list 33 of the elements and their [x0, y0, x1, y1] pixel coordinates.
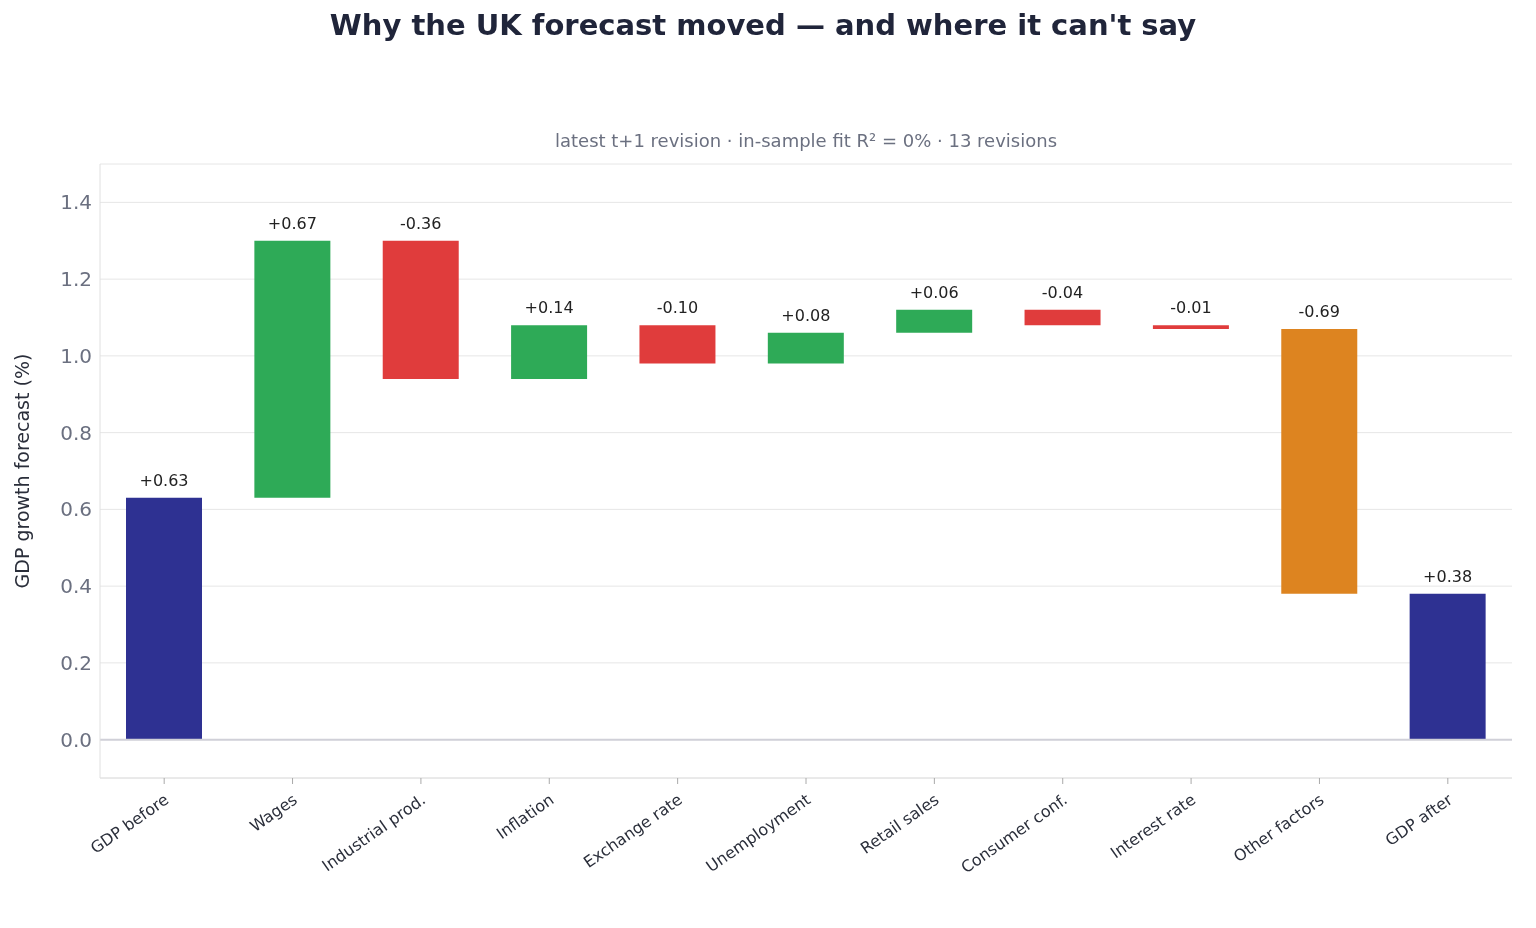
data-label: -0.36 — [400, 213, 442, 233]
y-tick-label: 0.0 — [60, 727, 92, 752]
bar — [1281, 329, 1358, 594]
y-tick-label: 1.0 — [60, 343, 92, 368]
y-tick-label: 0.6 — [60, 497, 92, 522]
data-label: -0.04 — [1041, 282, 1084, 302]
data-label: +0.67 — [267, 213, 317, 233]
data-label: -0.69 — [1298, 302, 1340, 322]
data-label: +0.63 — [139, 470, 189, 490]
bar — [767, 332, 844, 364]
bar — [1024, 309, 1101, 326]
bar — [1152, 325, 1229, 330]
y-tick-label: 0.4 — [60, 574, 92, 599]
bar — [896, 309, 973, 333]
bar — [126, 497, 202, 740]
data-label: +0.08 — [781, 305, 831, 325]
data-label: -0.10 — [656, 298, 699, 318]
y-axis-title: GDP growth forecast (%) — [10, 353, 33, 589]
data-label: -0.01 — [1170, 298, 1212, 318]
y-tick-label: 1.2 — [60, 267, 92, 292]
bar — [1409, 593, 1486, 740]
chart-subtitle: latest t+1 revision · in-sample fit R² = 0% · 13 revisions — [554, 130, 1058, 151]
bar — [639, 325, 716, 364]
bar — [254, 240, 331, 498]
bar — [382, 240, 459, 379]
bar — [511, 325, 588, 379]
y-tick-label: 1.4 — [60, 190, 92, 215]
y-tick-label: 0.8 — [60, 420, 92, 445]
data-label: +0.14 — [524, 298, 574, 318]
data-label: +0.38 — [1423, 566, 1473, 586]
data-label: +0.06 — [909, 282, 959, 302]
y-tick-label: 0.2 — [60, 650, 92, 675]
chart-title: Why the UK forecast moved — and where it can't say — [328, 8, 1198, 44]
